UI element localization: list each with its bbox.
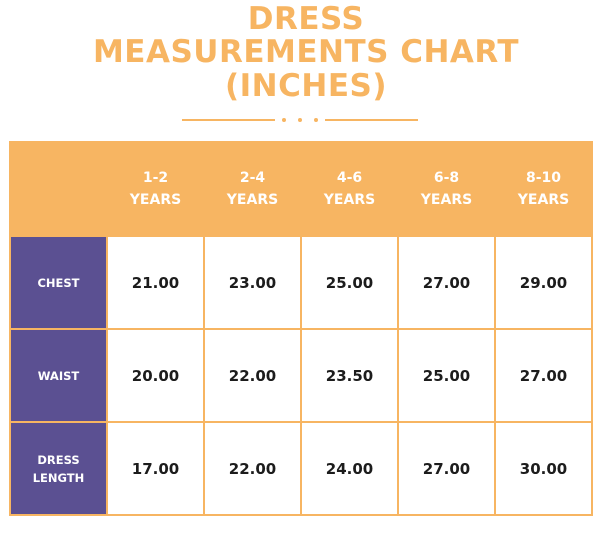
column-age-unit: YEARS	[420, 192, 473, 208]
table-row-dress-length: DRESS LENGTH 17.00 22.00 24.00 27.00 30.…	[9, 421, 593, 516]
column-header: 8-10 YEARS	[494, 141, 593, 237]
row-header-dress-length: DRESS LENGTH	[9, 421, 108, 516]
column-header: 4-6 YEARS	[300, 141, 399, 237]
column-header: 2-4 YEARS	[203, 141, 302, 237]
column-age-range: 2-4	[239, 170, 266, 186]
row-header-chest: CHEST	[9, 235, 108, 330]
divider-line-left	[182, 119, 275, 121]
table-cell: 29.00	[494, 235, 593, 330]
table-cell: 25.00	[300, 235, 399, 330]
divider-dot	[282, 118, 286, 122]
column-age-range: 4-6	[336, 170, 363, 186]
table-cell: 27.00	[397, 235, 496, 330]
table-cell: 25.00	[397, 328, 496, 423]
column-age-unit: YEARS	[226, 192, 279, 208]
table-cell: 21.00	[106, 235, 205, 330]
column-age-unit: YEARS	[517, 192, 570, 208]
column-header: 6-8 YEARS	[397, 141, 496, 237]
table-cell: 30.00	[494, 421, 593, 516]
table-cell: 27.00	[397, 421, 496, 516]
table-cell: 24.00	[300, 421, 399, 516]
table-cell: 22.00	[203, 328, 302, 423]
column-age-range: 6-8	[433, 170, 460, 186]
title-line-3: (INCHES)	[224, 68, 387, 104]
measurements-table: 1-2 YEARS 2-4 YEARS 4-6 YEARS 6-8 YEARS …	[9, 141, 593, 516]
table-cell: 27.00	[494, 328, 593, 423]
divider-line-right	[325, 119, 418, 121]
table-cell: 22.00	[203, 421, 302, 516]
table-cell: 20.00	[106, 328, 205, 423]
table-corner-cell	[9, 141, 108, 237]
row-label: DRESS	[37, 452, 80, 467]
divider-dot	[314, 118, 318, 122]
table-row-chest: CHEST 21.00 23.00 25.00 27.00 29.00	[9, 235, 593, 330]
row-header-waist: WAIST	[9, 328, 108, 423]
table-header-row: 1-2 YEARS 2-4 YEARS 4-6 YEARS 6-8 YEARS …	[9, 141, 593, 237]
column-header: 1-2 YEARS	[106, 141, 205, 237]
column-age-range: 8-10	[525, 170, 562, 186]
title-line-2: MEASUREMENTS CHART	[92, 34, 520, 70]
table-cell: 17.00	[106, 421, 205, 516]
row-label: WAIST	[37, 368, 80, 383]
title-divider	[182, 117, 418, 123]
column-age-unit: YEARS	[323, 192, 376, 208]
title-line-1: DRESS	[247, 1, 365, 37]
table-cell: 23.00	[203, 235, 302, 330]
column-age-unit: YEARS	[129, 192, 182, 208]
table-cell: 23.50	[300, 328, 399, 423]
divider-dot	[298, 118, 302, 122]
row-label: CHEST	[37, 275, 80, 290]
table-row-waist: WAIST 20.00 22.00 23.50 25.00 27.00	[9, 328, 593, 423]
column-age-range: 1-2	[142, 170, 169, 186]
row-label: LENGTH	[32, 470, 85, 485]
